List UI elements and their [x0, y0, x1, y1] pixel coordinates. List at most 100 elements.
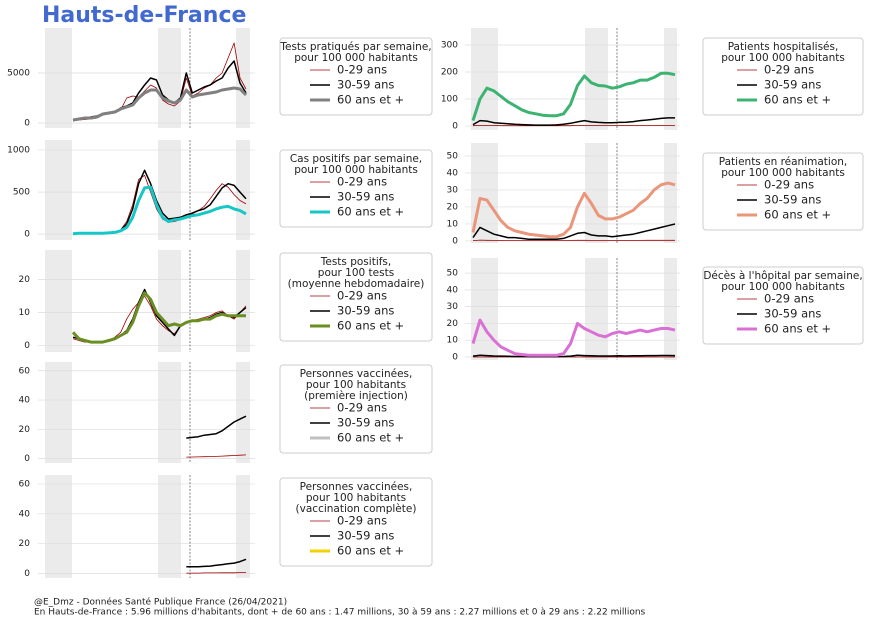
shaded-period — [158, 140, 181, 240]
y-tick-label: 50 — [447, 269, 459, 279]
y-tick-label: 1000 — [7, 146, 30, 156]
shaded-period — [158, 250, 181, 352]
shaded-period — [45, 475, 72, 578]
shaded-period — [236, 475, 250, 578]
legend-label: 0-29 ans — [764, 292, 814, 306]
page-title: Hauts-de-France — [42, 3, 246, 28]
legend-label: 30-59 ans — [337, 416, 394, 430]
y-tick-label: 0 — [24, 119, 30, 129]
shaded-period — [158, 475, 181, 578]
legend-label: 0-29 ans — [764, 178, 814, 192]
legend-title: pour 100 tests — [318, 267, 394, 279]
legend-label: 60 ans et + — [764, 208, 831, 222]
legend-box — [702, 37, 864, 116]
series-line — [186, 454, 247, 458]
y-tick-label: 100 — [441, 94, 458, 104]
y-tick-label: 60 — [19, 479, 31, 489]
legend-label: 0-29 ans — [337, 514, 387, 528]
legend-label: 30-59 ans — [337, 304, 394, 318]
shaded-period — [45, 28, 72, 128]
legend-title: (première injection) — [304, 390, 408, 402]
legend-title: Patients en réanimation, — [719, 156, 848, 168]
series-line — [471, 181, 676, 239]
y-tick-label: 300 — [441, 41, 458, 51]
y-tick-label: 20 — [19, 539, 31, 549]
series-line — [72, 185, 247, 236]
legend-label: 30-59 ans — [764, 78, 821, 92]
legend-label: 60 ans et + — [337, 544, 404, 558]
series-line — [186, 558, 247, 568]
series-line — [471, 71, 676, 122]
legend-title: Cas positifs par semaine, — [290, 153, 422, 165]
y-tick-label: 5000 — [7, 69, 30, 79]
shaded-period — [236, 28, 250, 128]
legend-title: pour 100 000 habitants — [294, 52, 418, 64]
y-tick-label: 200 — [441, 67, 458, 77]
legend-title: pour 100 habitants — [306, 492, 406, 504]
shaded-period — [45, 140, 72, 240]
legend-title: pour 100 000 habitants — [721, 52, 845, 64]
legend-box — [702, 266, 864, 345]
legend-label: 30-59 ans — [337, 529, 394, 543]
y-tick-label: 0 — [24, 341, 30, 351]
legend-label: 60 ans et + — [764, 93, 831, 107]
legend-title: Personnes vaccinées, — [300, 481, 413, 493]
legend-title: Tests positifs, — [320, 256, 392, 268]
legend-label: 60 ans et + — [337, 431, 404, 445]
y-tick-label: 20 — [447, 319, 459, 329]
legend-label: 60 ans et + — [337, 93, 404, 107]
legend-title: (vaccination complète) — [296, 503, 417, 515]
y-tick-label: 10 — [19, 308, 31, 318]
y-tick-label: 500 — [13, 188, 30, 198]
y-tick-label: 20 — [19, 425, 31, 435]
shaded-period — [158, 28, 181, 128]
y-tick-label: 40 — [447, 168, 459, 178]
series-line — [186, 415, 247, 439]
y-tick-label: 60 — [19, 366, 31, 376]
legend-box — [279, 252, 433, 342]
shaded-period — [45, 250, 72, 352]
shaded-period — [158, 362, 181, 463]
shaded-period — [236, 140, 250, 240]
y-tick-label: 0 — [452, 352, 458, 362]
y-tick-label: 20 — [19, 275, 31, 285]
legend-title: pour 100 000 habitants — [294, 164, 418, 176]
legend-label: 0-29 ans — [337, 63, 387, 77]
series-line — [71, 291, 246, 344]
series-line — [186, 572, 246, 574]
legend-box — [279, 364, 433, 454]
shaded-period — [585, 258, 608, 360]
series-line — [472, 354, 676, 358]
y-tick-label: 30 — [447, 302, 459, 312]
legend-label: 0-29 ans — [337, 401, 387, 415]
legend-box — [279, 477, 433, 567]
series-line — [472, 223, 676, 241]
y-tick-label: 20 — [447, 202, 459, 212]
y-tick-label: 40 — [19, 396, 31, 406]
legend-label: 30-59 ans — [764, 193, 821, 207]
legend-title: (moyenne hebdomadaire) — [288, 278, 425, 290]
shaded-period — [664, 28, 677, 130]
y-tick-label: 10 — [447, 219, 459, 229]
legend-box — [279, 149, 433, 228]
y-tick-label: 0 — [452, 121, 458, 131]
series-line — [472, 239, 675, 241]
footer: En Hauts-de-France : 5.96 millions d'hab… — [34, 608, 646, 618]
shaded-period — [471, 258, 498, 360]
legend-title: Décès à l'hôpital par semaine, — [703, 270, 862, 282]
y-tick-label: 40 — [19, 509, 31, 519]
shaded-period — [664, 258, 677, 360]
shaded-period — [664, 143, 677, 243]
legend-box — [279, 37, 433, 116]
legend-label: 0-29 ans — [337, 175, 387, 189]
legend-label: 30-59 ans — [337, 190, 394, 204]
shaded-period — [236, 362, 250, 463]
legend-box — [702, 152, 864, 231]
y-tick-label: 40 — [447, 285, 459, 295]
y-tick-label: 30 — [447, 185, 459, 195]
legend-label: 0-29 ans — [764, 63, 814, 77]
series-line — [72, 86, 248, 122]
footer: @E_Dmz - Données Santé Publique France (… — [34, 597, 287, 608]
y-tick-label: 0 — [24, 230, 30, 240]
